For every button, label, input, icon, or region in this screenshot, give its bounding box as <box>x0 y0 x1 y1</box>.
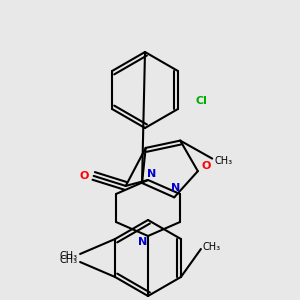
Text: N: N <box>171 183 180 193</box>
Text: CH₃: CH₃ <box>60 255 78 265</box>
Text: O: O <box>79 171 88 181</box>
Text: N: N <box>138 237 148 247</box>
Text: O: O <box>201 161 211 171</box>
Text: CH₃: CH₃ <box>214 156 232 166</box>
Text: CH₃: CH₃ <box>203 242 221 252</box>
Text: CH₃: CH₃ <box>60 251 78 261</box>
Text: N: N <box>147 169 157 179</box>
Text: Cl: Cl <box>196 96 208 106</box>
